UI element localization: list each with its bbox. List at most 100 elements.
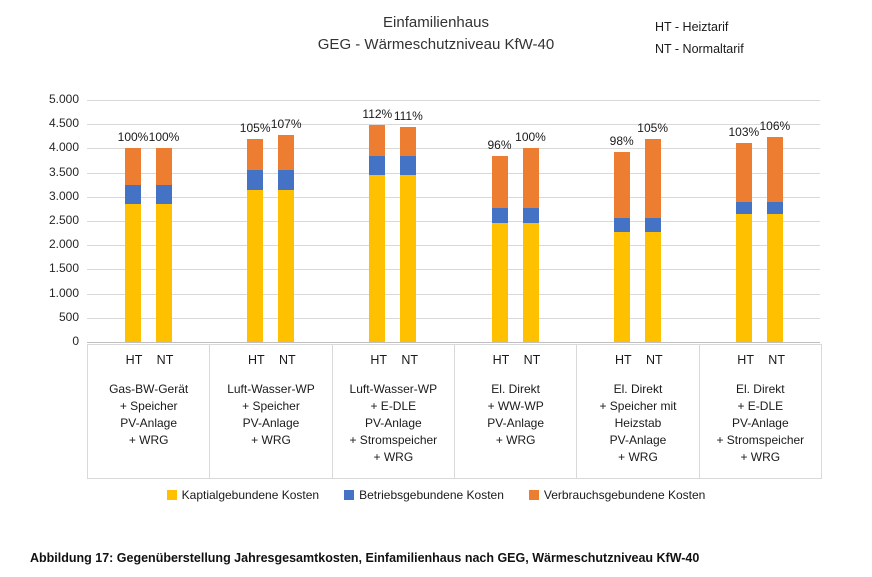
- group-label-line: + WRG: [251, 433, 291, 447]
- y-tick-label: 3.500: [48, 164, 79, 179]
- y-tick-label: 2.500: [48, 213, 79, 227]
- group-label-line: + WRG: [740, 450, 781, 464]
- bar-segment-betrieb-g2-nt: [278, 170, 295, 190]
- kapital-swatch-icon: [166, 490, 177, 500]
- category-group-5: HT NT El. Direkt + Speicher mit Heizstab PV-A…: [577, 345, 700, 478]
- group-label-line: PV-Anlage: [731, 416, 789, 430]
- legend-item-verbrauch: Verbrauchsgebundene Kosten: [528, 488, 706, 502]
- category-group-1: HT NT Gas-BW-Gerät + Speicher PV-Anlage + WRG: [88, 345, 211, 478]
- bar-segment-betrieb-g1-ht: [125, 184, 141, 205]
- bar-segment-kapital-g5-ht: [613, 231, 630, 342]
- gridline-4000: [87, 148, 820, 150]
- verbrauch-swatch-icon: [528, 490, 539, 500]
- tariff-label-ht: HT: [737, 353, 754, 367]
- bar-segment-betrieb-g3-ht: [369, 155, 386, 176]
- bar-segment-kapital-g6-nt: [766, 213, 783, 342]
- tariff-label-nt: NT: [523, 353, 541, 367]
- bar-segment-kapital-g5-nt: [644, 231, 661, 342]
- tariff-label-nt: NT: [768, 353, 785, 367]
- percent-label-g6-nt: 106%: [759, 118, 791, 133]
- bar-segment-kapital-g4-nt: [522, 223, 539, 342]
- tariff-label-ht: HT: [614, 353, 632, 367]
- group-label-line: PV-Anlage: [609, 433, 667, 447]
- bar-segment-betrieb-g3-nt: [400, 155, 417, 176]
- group-label-line: El. Direkt: [613, 382, 663, 396]
- group-label: El. Direkt + E-DLE PV-Anlage + Stromspeiche…: [700, 381, 821, 466]
- group-label-line: PV-Anlage: [364, 416, 422, 430]
- tariff-label-nt: NT: [401, 353, 418, 367]
- legend-item-betrieb: Betriebsgebundene Kosten: [344, 488, 504, 502]
- y-tick-label: 2.000: [48, 237, 79, 252]
- group-label-line: + WRG: [373, 450, 414, 464]
- group-label-line: + Stromspeicher: [716, 433, 805, 447]
- bar-segment-kapital-g6-ht: [735, 213, 752, 342]
- group-label-line: + WRG: [618, 450, 658, 464]
- bar-segment-verbrauch-g4-nt: [522, 148, 539, 208]
- group-label-line: El. Direkt: [491, 382, 540, 396]
- gridline-2000: [87, 245, 820, 247]
- percent-label-g1-ht: 100%: [117, 130, 149, 145]
- tariff-label-nt: NT: [278, 353, 296, 367]
- gridline-3000: [87, 196, 820, 198]
- category-group-4: HT NT El. Direkt + WW-WP PV-Anlage + WRG: [455, 345, 578, 478]
- tariff-label-ht: HT: [370, 353, 387, 367]
- bar-segment-kapital-g2-nt: [278, 189, 295, 342]
- gridline-0: [87, 342, 820, 343]
- gridline-3500: [87, 172, 820, 174]
- bar-segment-verbrauch-g1-nt: [156, 148, 172, 185]
- y-tick-label: 1.500: [48, 261, 79, 276]
- bar-segment-betrieb-g4-ht: [491, 207, 508, 224]
- group-label-line: PV-Anlage: [487, 416, 544, 430]
- legend-item-kapital: Kaptialgebundene Kosten: [166, 488, 320, 502]
- tariff-note: HT - Heiztarif NT - Normaltarif: [655, 16, 744, 60]
- chart-title-line1: Einfamilienhaus: [383, 14, 489, 31]
- chart-title: Einfamilienhaus GEG - Wärmeschutzniveau …: [0, 12, 872, 56]
- figure-caption: Abbildung 17: Gegenüberstellung Jahresge…: [30, 551, 700, 565]
- bar-segment-verbrauch-g1-ht: [125, 148, 141, 185]
- y-tick-label: 5.000: [48, 92, 79, 106]
- bar-segment-verbrauch-g6-nt: [766, 136, 783, 202]
- plot-area: 0 500 1.000 1.500 2.000 2.500 3.000 3.500 4.000 4…: [49, 92, 820, 348]
- bar-segment-kapital-g1-nt: [156, 204, 172, 342]
- legend: Kaptialgebundene Kosten Betriebsgebunden…: [0, 488, 872, 502]
- tariff-note-nt: NT - Normaltarif: [655, 42, 744, 56]
- group-label-line: + WW-WP: [487, 399, 544, 413]
- bar-segment-verbrauch-g4-ht: [491, 156, 508, 208]
- y-tick-label: 4.000: [48, 140, 79, 155]
- group-label-line: + WRG: [128, 433, 169, 447]
- bar-segment-kapital-g4-ht: [491, 223, 508, 342]
- percent-label-g6-ht: 103%: [728, 124, 760, 139]
- percent-label-g5-nt: 105%: [637, 120, 668, 135]
- bar-segment-kapital-g3-ht: [369, 175, 386, 342]
- gridline-2500: [87, 221, 820, 222]
- gridline-500: [87, 317, 820, 319]
- chart-title-line2: GEG - Wärmeschutzniveau KfW-40: [317, 36, 555, 53]
- bar-segment-kapital-g3-nt: [400, 175, 417, 342]
- group-label: El. Direkt + Speicher mit Heizstab PV-Anlag…: [577, 381, 698, 466]
- bar-segment-kapital-g2-ht: [247, 189, 264, 342]
- bar-segment-verbrauch-g3-ht: [369, 125, 386, 156]
- group-label-line: + Speicher mit: [599, 399, 677, 413]
- bar-segment-betrieb-g1-nt: [156, 184, 172, 205]
- bar-segment-kapital-g1-ht: [125, 204, 141, 342]
- legend-label-verbrauch: Verbrauchsgebundene Kosten: [543, 488, 706, 502]
- legend-label-kapital: Kaptialgebundene Kosten: [181, 488, 320, 502]
- percent-label-g2-nt: 107%: [270, 116, 302, 131]
- category-group-3: HT NT Luft-Wasser-WP + E-DLE PV-Anlage + Stro…: [333, 345, 455, 478]
- bar-segment-betrieb-g5-ht: [613, 218, 630, 232]
- bar-segment-verbrauch-g6-ht: [735, 142, 752, 202]
- bar-segment-verbrauch-g2-nt: [278, 134, 295, 171]
- gridline-1000: [87, 293, 820, 295]
- tariff-label-nt: NT: [156, 353, 174, 367]
- category-axis: HT NT Gas-BW-Gerät + Speicher PV-Anlage + WRG…: [87, 344, 822, 479]
- group-label-line: + E-DLE: [370, 399, 417, 413]
- bar-segment-verbrauch-g3-nt: [400, 127, 417, 156]
- y-tick-label: 500: [58, 309, 79, 324]
- group-label: Luft-Wasser-WP + E-DLE PV-Anlage + Stromspe…: [333, 381, 454, 466]
- y-tick-label: 0: [72, 334, 79, 348]
- group-label-line: Heizstab: [614, 416, 662, 430]
- tariff-label-ht: HT: [492, 353, 510, 367]
- bar-segment-verbrauch-g2-ht: [247, 138, 264, 171]
- percent-label-g4-nt: 100%: [515, 130, 546, 145]
- gridline-5000: [87, 100, 820, 101]
